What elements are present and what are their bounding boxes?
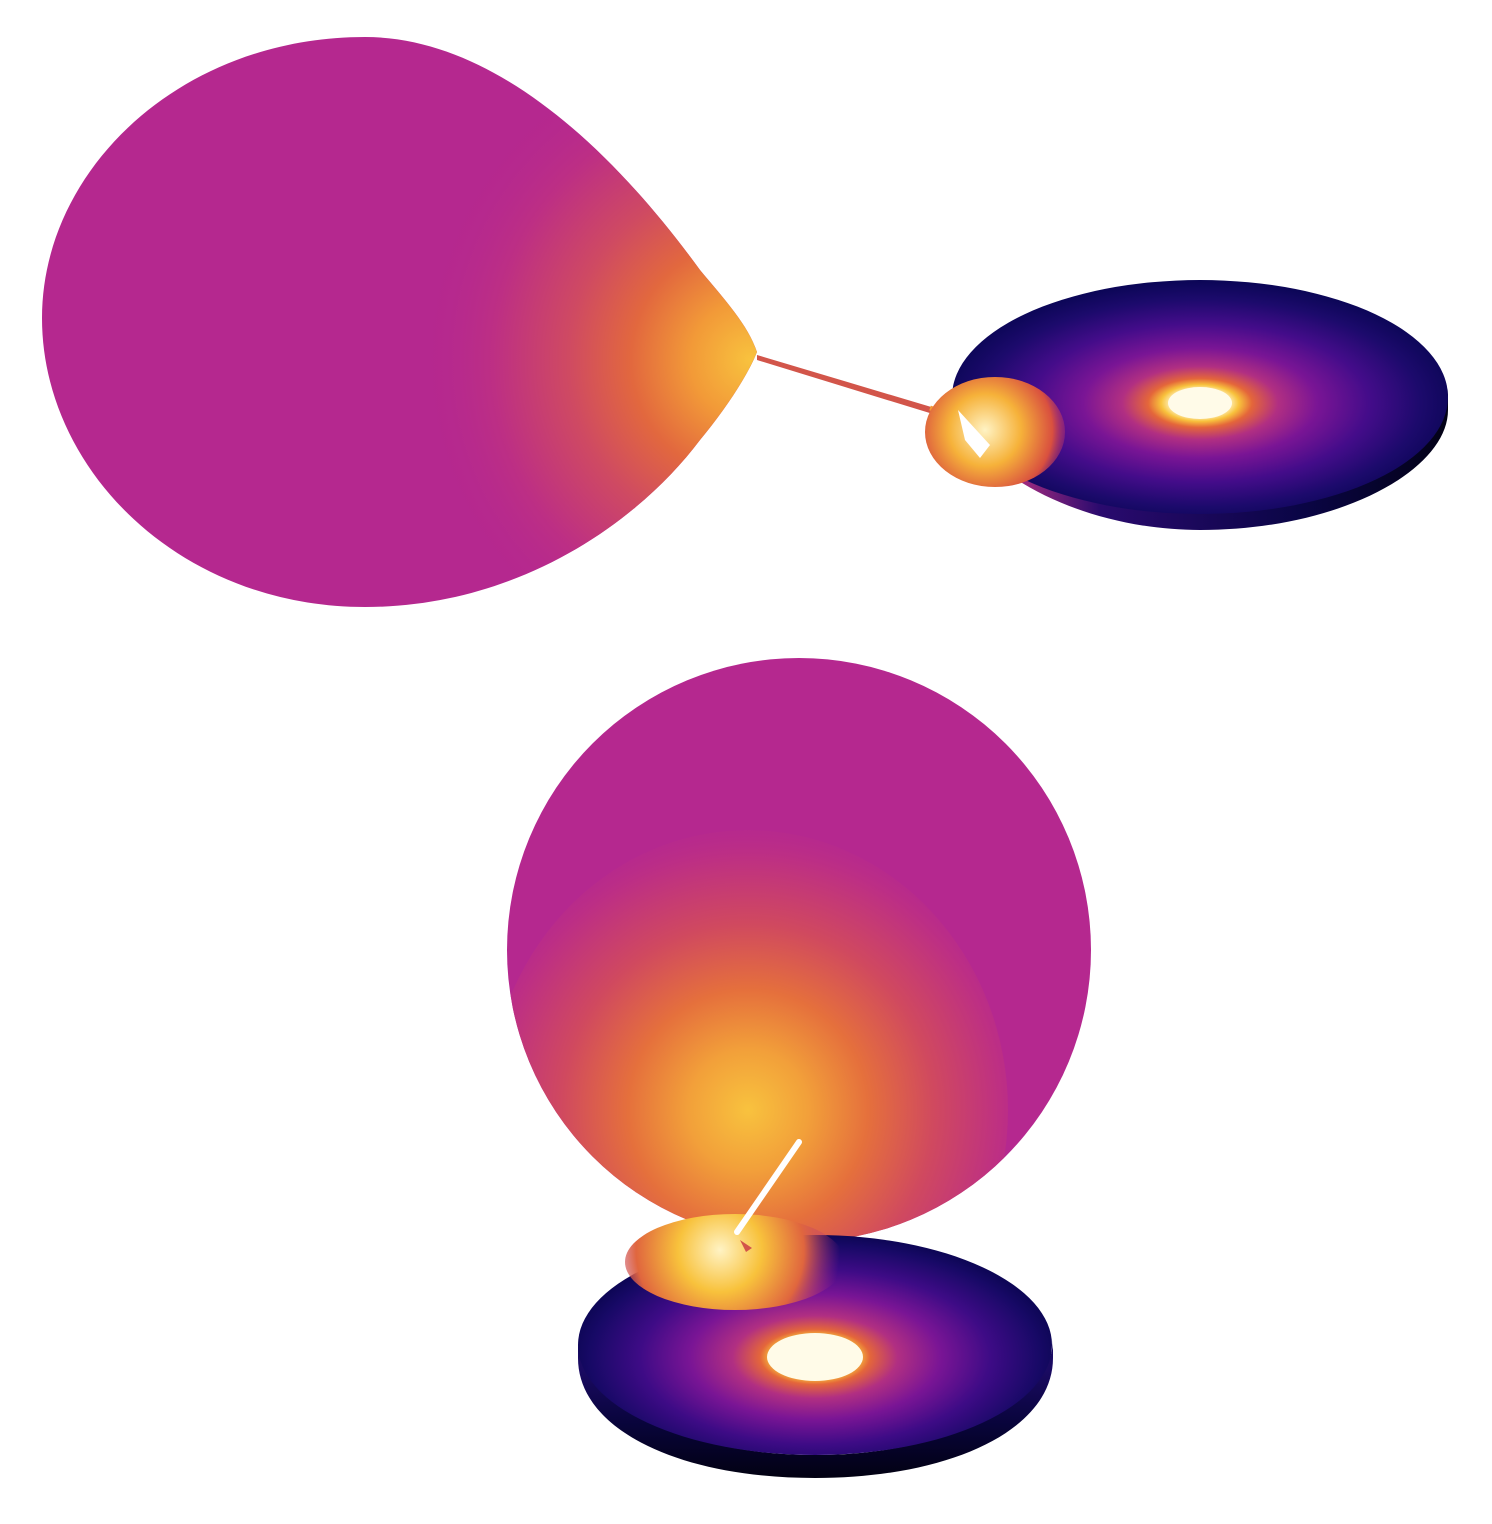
accretion-disk-icon [578,1214,1053,1478]
donor-star-icon [42,37,757,607]
hot-spot-icon [925,377,1065,487]
white-dwarf-icon [1168,387,1232,419]
mass-stream-icon [734,1139,802,1235]
hot-spot-icon [625,1214,845,1310]
view-top [42,37,1448,607]
mass-stream-icon [757,355,948,418]
view-bottom [507,658,1091,1478]
donor-star-icon [507,658,1091,1242]
accretion-disk-icon [925,280,1448,530]
white-dwarf-icon [767,1333,863,1381]
